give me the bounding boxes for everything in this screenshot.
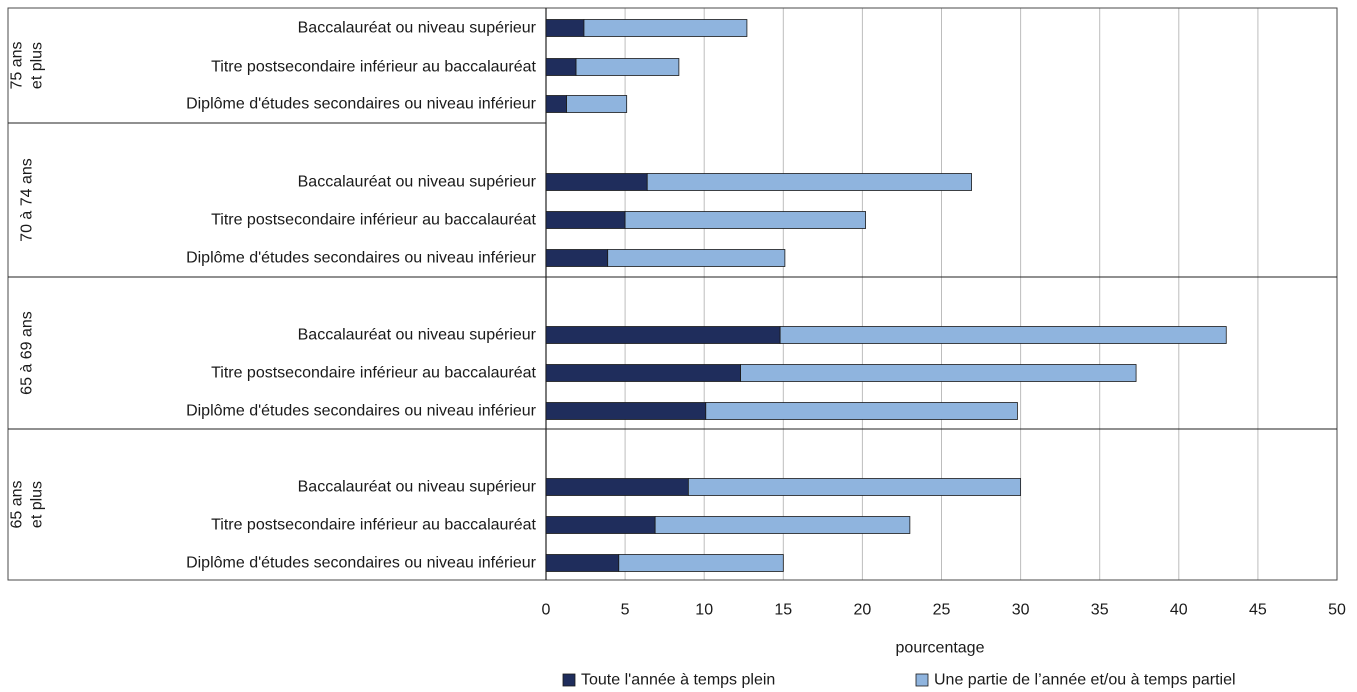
x-tick-label: 5: [621, 602, 630, 619]
bar-segment-part-time: [687, 478, 1022, 496]
category-label: Titre postsecondaire inférieur au baccal…: [211, 517, 536, 534]
bar-segment-part-time: [705, 402, 1018, 420]
group-label: 65 à 69 ans: [19, 311, 36, 395]
legend-swatch: [915, 673, 929, 687]
x-tick-label: 50: [1328, 602, 1346, 619]
bar-segment-full-time: [545, 173, 648, 191]
bar-segment-part-time: [624, 211, 866, 229]
bar-segment-part-time: [575, 58, 680, 76]
x-tick-label: 25: [933, 602, 951, 619]
category-label: Titre postsecondaire inférieur au baccal…: [211, 59, 536, 76]
bar-segment-full-time: [545, 554, 620, 572]
category-label: Diplôme d'études secondaires ou niveau i…: [186, 250, 537, 267]
group-label: et plus: [29, 481, 46, 528]
bar-segment-full-time: [545, 326, 781, 344]
x-tick-label: 45: [1249, 602, 1267, 619]
category-label: Baccalauréat ou niveau supérieur: [298, 20, 537, 37]
bar-segment-part-time: [607, 249, 786, 267]
bar-segment-full-time: [545, 478, 689, 496]
x-tick-label: 0: [542, 602, 551, 619]
bar-segment-part-time: [646, 173, 972, 191]
bar-segment-part-time: [583, 19, 748, 37]
category-label: Titre postsecondaire inférieur au baccal…: [211, 365, 536, 382]
category-label: Diplôme d'études secondaires ou niveau i…: [186, 403, 537, 420]
x-tick-label: 15: [774, 602, 792, 619]
x-tick-label: 40: [1170, 602, 1188, 619]
legend-label: Toute l'année à temps plein: [581, 672, 775, 689]
bar-segment-full-time: [545, 364, 741, 382]
category-label: Titre postsecondaire inférieur au baccal…: [211, 212, 536, 229]
bar-segment-full-time: [545, 19, 585, 37]
plot-frame: [7, 7, 1338, 581]
x-axis-title: pourcentage: [896, 640, 985, 657]
legend-label: Une partie de l’année et/ou à temps part…: [934, 672, 1236, 689]
bar-segment-part-time: [740, 364, 1137, 382]
bar-segment-full-time: [545, 58, 577, 76]
category-label: Diplôme d'études secondaires ou niveau i…: [186, 96, 537, 113]
category-label: Baccalauréat ou niveau supérieur: [298, 479, 537, 496]
bar-segment-part-time: [618, 554, 784, 572]
x-tick-label: 35: [1091, 602, 1109, 619]
group-label: 65 ans: [9, 480, 26, 528]
category-label: Baccalauréat ou niveau supérieur: [298, 327, 537, 344]
category-label: Baccalauréat ou niveau supérieur: [298, 174, 537, 191]
group-label: 75 ans: [9, 41, 26, 89]
x-tick-label: 10: [695, 602, 713, 619]
x-tick-label: 20: [854, 602, 872, 619]
bar-segment-full-time: [545, 95, 567, 113]
bar-segment-part-time: [566, 95, 628, 113]
bar-segment-full-time: [545, 211, 626, 229]
legend-swatch: [562, 673, 576, 687]
bar-segment-part-time: [779, 326, 1227, 344]
category-label: Diplôme d'études secondaires ou niveau i…: [186, 555, 537, 572]
group-label: 70 à 74 ans: [19, 158, 36, 242]
bar-segment-full-time: [545, 249, 609, 267]
bar-segment-full-time: [545, 516, 656, 534]
group-label: et plus: [29, 42, 46, 89]
x-tick-label: 30: [1012, 602, 1030, 619]
bar-segment-full-time: [545, 402, 707, 420]
bar-segment-part-time: [654, 516, 911, 534]
